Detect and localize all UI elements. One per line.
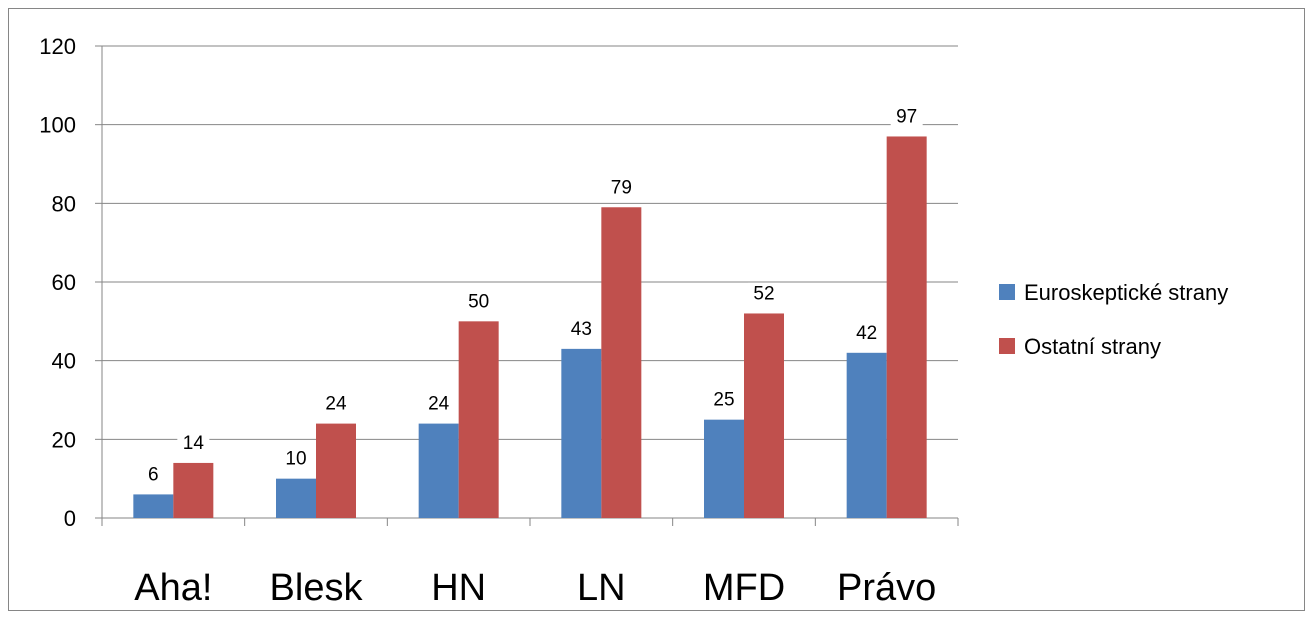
- data-label-background: [177, 431, 210, 454]
- data-label: 24: [428, 394, 450, 415]
- x-category-label: Aha!: [134, 567, 212, 609]
- bar-euroskeptic: [133, 494, 174, 518]
- bar-other: [173, 462, 214, 518]
- gridlines: [102, 45, 958, 440]
- y-tick-label: 20: [52, 427, 76, 452]
- y-tick-label: 80: [52, 191, 76, 216]
- data-label-background: [462, 290, 495, 313]
- data-label: 43: [571, 319, 592, 340]
- data-label: 42: [856, 323, 877, 344]
- data-label: 79: [611, 177, 632, 198]
- bar-other: [744, 313, 784, 518]
- x-category-label: LN: [577, 567, 626, 609]
- bar-euroskeptic: [704, 419, 744, 518]
- y-tick-label: 0: [64, 506, 76, 531]
- data-label: 50: [468, 291, 489, 312]
- bar-euroskeptic: [276, 478, 316, 518]
- y-tick-label: 100: [39, 113, 76, 138]
- legend: Euroskeptické strany Ostatní strany: [999, 280, 1228, 359]
- data-label: 24: [325, 394, 347, 415]
- x-category-label: MFD: [703, 567, 785, 609]
- data-label: 52: [753, 283, 774, 304]
- bar-euroskeptic: [561, 348, 602, 518]
- data-label-background: [565, 317, 598, 340]
- x-category-label: Právo: [837, 567, 936, 609]
- legend-swatch: [999, 284, 1015, 300]
- legend-label: Euroskeptické strany: [1024, 280, 1228, 305]
- y-tick-label: 60: [52, 270, 76, 295]
- data-labels: 6 14 10 24 24 50 43 79 25 52 42 97: [137, 105, 923, 486]
- data-label: 14: [183, 433, 205, 454]
- data-label-background: [422, 392, 455, 415]
- bar-euroskeptic: [846, 352, 887, 518]
- data-label-background: [280, 447, 312, 470]
- data-label-background: [605, 176, 638, 199]
- bar-other: [601, 207, 642, 518]
- data-label-background: [748, 282, 780, 305]
- chart-frame: 0 20 40 60 80 100 120 Aha! Blesk HN LN MFD Právo 6 14…: [8, 8, 1305, 611]
- bar-other: [886, 136, 927, 518]
- legend-swatch: [999, 338, 1015, 354]
- data-label: 10: [285, 449, 306, 470]
- x-category-label: Blesk: [270, 567, 364, 609]
- y-tick-label: 120: [39, 34, 76, 59]
- data-label-background: [137, 463, 170, 486]
- bars: [133, 136, 927, 518]
- data-label-background: [890, 105, 923, 128]
- legend-label: Ostatní strany: [1024, 334, 1161, 359]
- bar-chart: 0 20 40 60 80 100 120 Aha! Blesk HN LN MFD Právo 6 14…: [39, 34, 1228, 609]
- bar-other: [458, 321, 499, 518]
- data-label-background: [320, 392, 352, 415]
- data-label-background: [708, 388, 740, 411]
- data-label: 97: [896, 106, 917, 127]
- axes: 0 20 40 60 80 100 120 Aha! Blesk HN LN MFD Právo: [39, 34, 959, 609]
- x-category-label: HN: [431, 567, 486, 609]
- bar-other: [316, 423, 356, 518]
- data-label: 6: [148, 464, 159, 485]
- data-label-background: [850, 321, 883, 344]
- data-label: 25: [713, 390, 734, 411]
- bar-euroskeptic: [418, 423, 459, 518]
- y-tick-label: 40: [52, 349, 76, 374]
